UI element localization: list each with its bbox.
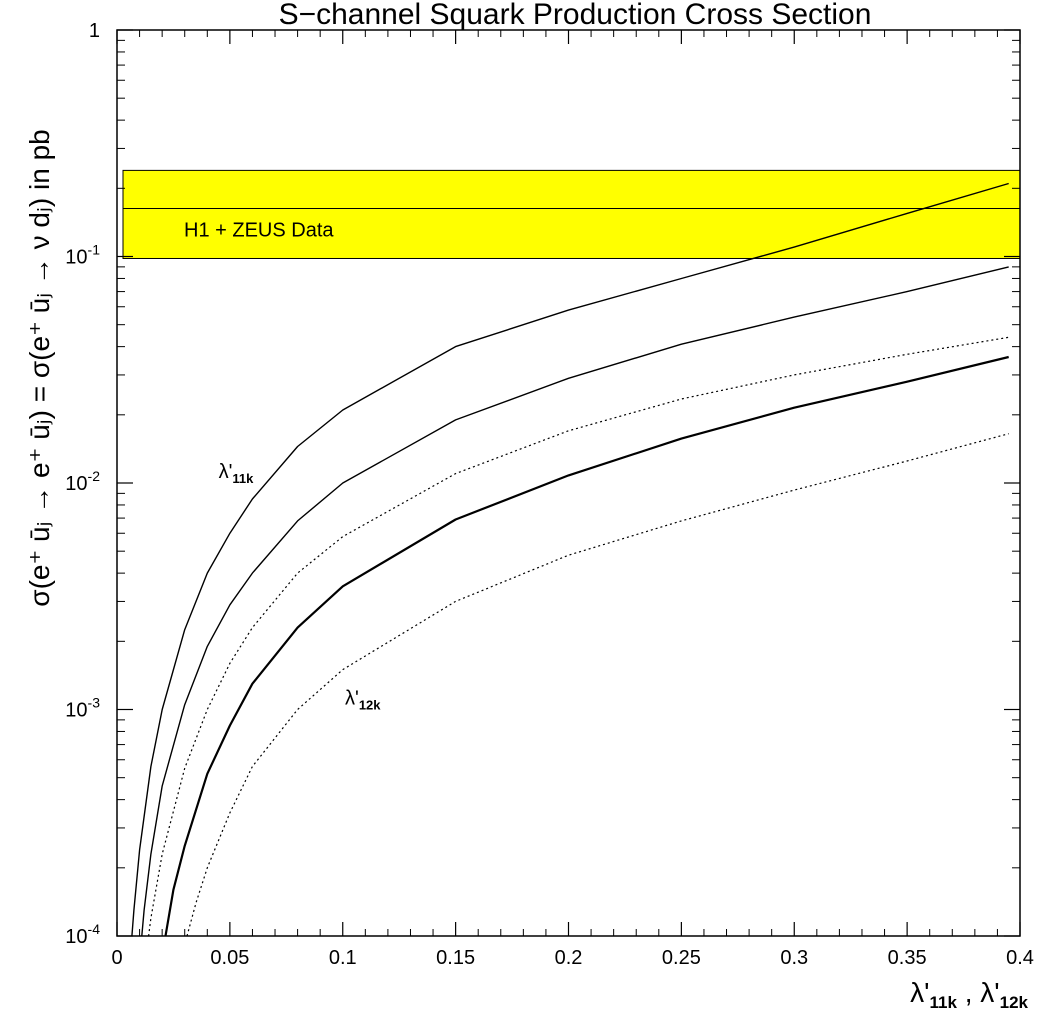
chart-title: S−channel Squark Production Cross Sectio… [279,0,872,31]
x-tick-label: 0.1 [329,947,357,969]
series-annotation: λ'12k [345,688,381,713]
y-tick-label: 10-1 [65,242,100,269]
annotations: λ'11k λ'12k [219,461,382,713]
axis-ticks: 0 0.05 0.1 0.15 0.2 0.25 0.3 0.35 0.4 1 10-1 10-2 10… [65,20,1034,969]
series-lines [131,182,1009,937]
x-tick-label: 0.25 [662,947,701,969]
x-tick-label: 0.35 [888,947,927,969]
data-band: H1 + ZEUS Data [122,169,1021,259]
series-line-5 [186,433,1009,937]
x-tick-label: 0.2 [555,947,583,969]
x-tick-label: 0.15 [436,947,475,969]
series-line-4 [164,355,1009,937]
y-tick-label: 10-2 [65,468,100,495]
series-line-3 [148,336,1009,937]
x-tick-label: 0.3 [780,947,808,969]
y-tick-label: 10-4 [65,921,100,948]
x-axis-label: λ'11k , λ'12k [910,977,1028,1012]
y-tick-label: 10-3 [65,695,100,722]
series-annotation: λ'11k [219,461,255,486]
y-axis-label: σ(e⁺ ūⱼ → e⁺ ūⱼ) = σ(e⁺ ūⱼ → ν dⱼ) in pb [24,129,55,606]
x-tick-label: 0.4 [1006,947,1034,969]
x-tick-label: 0.05 [210,947,249,969]
y-tick-label: 1 [89,20,100,42]
band-rect [122,169,1021,259]
series-line-1 [131,182,1009,937]
series-line-2 [141,266,1009,937]
x-tick-label: 0 [111,947,122,969]
band-label: H1 + ZEUS Data [184,219,334,241]
